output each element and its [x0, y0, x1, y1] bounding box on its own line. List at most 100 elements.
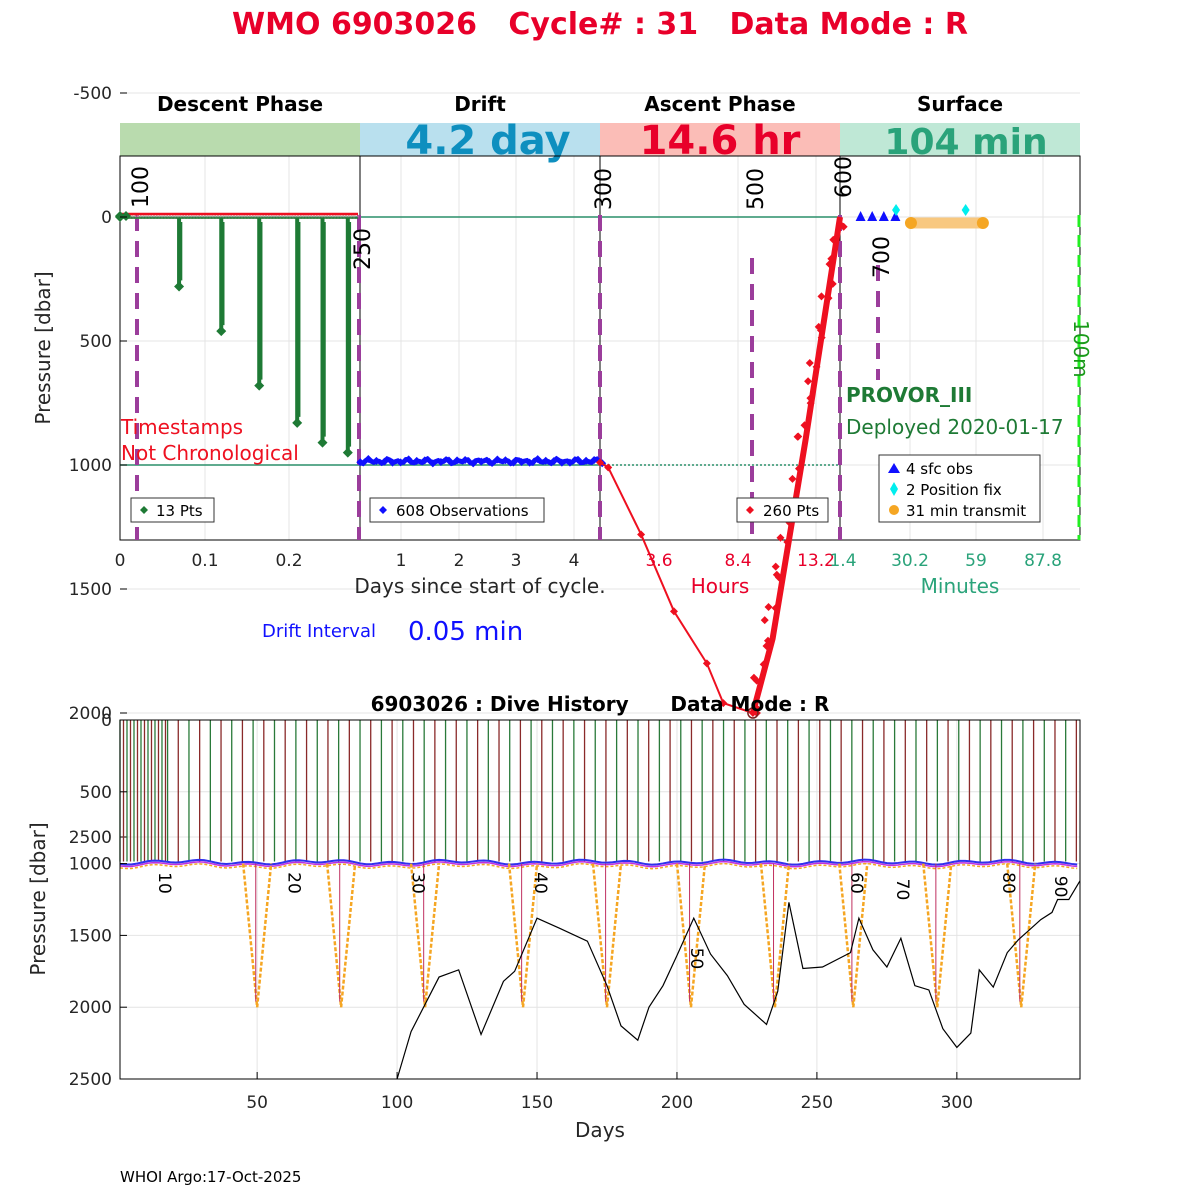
drift-point: [509, 458, 518, 467]
deep-profile: [922, 863, 953, 1008]
ascent-point: [604, 463, 613, 472]
ascent-point: [829, 235, 838, 244]
phase-header-ascent: [600, 123, 840, 156]
main-title: WMO 6903026 Cycle# : 31 Data Mode : R: [232, 7, 968, 42]
ascent-point: [817, 292, 826, 301]
ascent-point: [772, 570, 781, 579]
drift-depth-line: [119, 860, 1078, 868]
drift-point: [541, 456, 550, 465]
phase-header-surface: [840, 123, 1080, 156]
ascent-point: [771, 604, 780, 613]
x-tick-label: 100: [381, 1093, 413, 1113]
drift-point: [364, 455, 373, 464]
deployment-date: Deployed 2020-01-17: [846, 415, 1064, 439]
ascent-point: [812, 362, 821, 371]
phase-title-drift: Drift: [454, 92, 506, 116]
ascent-point: [814, 322, 823, 331]
phase-header-descent: [120, 123, 360, 156]
deep-profile: [1005, 863, 1037, 1008]
phase-title-surface: Surface: [917, 92, 1003, 116]
drift-point: [461, 455, 470, 464]
marker-label-100m: 100m: [1069, 320, 1093, 378]
y-tick-label: 2000: [69, 704, 112, 724]
marker-label-600: 600: [832, 156, 857, 198]
ascent-point: [596, 458, 604, 467]
phase-value-ascent: 14.6 hr: [640, 118, 801, 164]
ascent-point: [788, 474, 797, 483]
ascent-point: [764, 602, 773, 611]
drift-legend: 608 Observations: [369, 497, 545, 523]
deep-profile: [241, 863, 273, 1008]
deep-profile: [325, 863, 357, 1008]
surface-tick-label: 87.8: [1024, 551, 1062, 571]
ascent-point: [702, 659, 711, 668]
ascent-point: [806, 394, 815, 403]
cycle-label: 90: [1050, 876, 1070, 898]
drift-tick-label: 1: [396, 551, 407, 571]
x-axis-label-minutes: Minutes: [921, 574, 1000, 598]
descent-point: [121, 211, 131, 221]
descent-legend-label: 13 Pts: [156, 502, 203, 520]
ascent-point: [759, 660, 768, 669]
transmit-start-point: [904, 217, 917, 229]
ascent-tick-label: 8.4: [724, 551, 751, 571]
x-axis-label-days: Days since start of cycle.: [354, 574, 605, 598]
drift-point: [396, 458, 405, 467]
phase-header-drift: [360, 123, 600, 156]
bottom-y-axis-label: Pressure [dbar]: [26, 822, 50, 975]
transmit-end-point: [976, 217, 989, 229]
drift-legend-label: 608 Observations: [396, 502, 529, 520]
descent-point: [317, 437, 328, 448]
position-fix-point: [961, 204, 970, 216]
y-tick-label: 0: [101, 208, 112, 228]
drift-point: [404, 455, 413, 464]
ascent-point: [825, 260, 834, 269]
drift-point: [582, 456, 591, 465]
y-tick-label: 1500: [69, 580, 112, 600]
descent-point: [254, 380, 265, 391]
ascent-point: [817, 333, 826, 342]
ascent-point: [776, 533, 785, 542]
bottom-plot-frame: [119, 719, 1081, 1080]
drift-depth-line: [119, 862, 1078, 870]
ascent-point: [762, 642, 771, 651]
sfc-obs-legend-label: 4 sfc obs: [906, 460, 973, 478]
y-tick-label: 0: [101, 711, 112, 731]
deep-profile: [507, 863, 539, 1008]
drift-point: [493, 455, 502, 464]
descent-point: [115, 211, 125, 221]
cycle-label: 30: [407, 872, 427, 894]
transmit-legend-marker: [889, 505, 899, 515]
phase-title-descent: Descent Phase: [157, 92, 323, 116]
ascent-point: [771, 562, 780, 571]
y-tick-label: 1000: [69, 855, 112, 875]
ascent-point: [760, 616, 769, 625]
surface-tick-label: 1.4: [829, 551, 856, 571]
drift-depth-line: [119, 858, 1078, 866]
ascent-tick-label: 13.2: [797, 551, 835, 571]
bottom-ticks: 0 500 1000 1500 2000 2500 50 100 150 200 250 300: [69, 711, 973, 1113]
ascent-legend: 260 Pts: [736, 497, 829, 523]
transmit-legend-label: 31 min transmit: [906, 502, 1026, 520]
sfc-obs-legend-marker: [888, 463, 900, 473]
x-tick-label: 250: [801, 1093, 833, 1113]
drift-point: [453, 456, 462, 465]
drift-point: [428, 459, 437, 468]
ascent-point: [752, 676, 761, 685]
dive-history-title: 6903026 : Dive History Data Mode : R: [371, 692, 830, 716]
descent-legend: 13 Pts: [130, 497, 215, 523]
y-tick-label: 1000: [69, 456, 112, 476]
phase-value-surface: 104 min: [884, 122, 1047, 163]
ascent-point: [719, 699, 728, 708]
drift-tick-label: 2: [454, 551, 465, 571]
y-tick-label: 1500: [69, 926, 112, 946]
ascent-point: [805, 358, 814, 367]
x-tick-label: 200: [661, 1093, 693, 1113]
deep-profile: [409, 863, 441, 1008]
ascent-point: [839, 222, 848, 231]
deep-profile: [675, 863, 707, 1008]
drift-point: [412, 456, 421, 465]
descent-tick-label: 0: [115, 551, 126, 571]
ascent-point: [796, 463, 805, 472]
